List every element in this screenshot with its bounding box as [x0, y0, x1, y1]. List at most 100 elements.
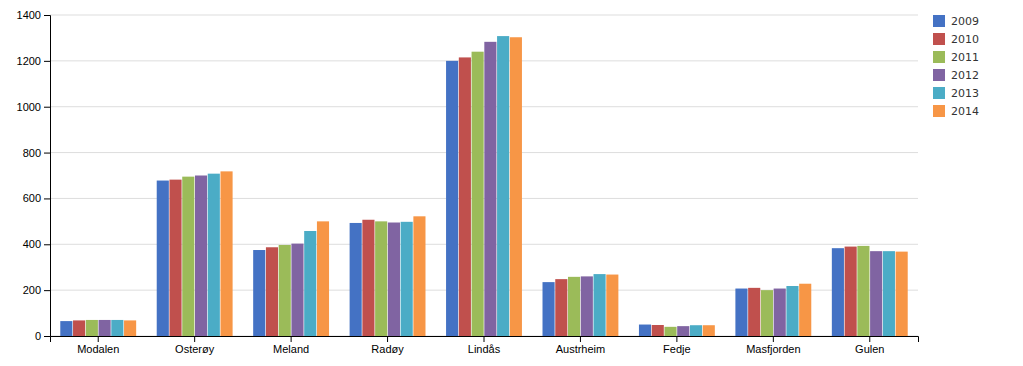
series	[111, 36, 895, 336]
tick-mark	[44, 198, 50, 199]
bar	[169, 180, 181, 336]
tick: 600	[23, 192, 50, 204]
bar	[497, 36, 509, 336]
tick: 1400	[17, 9, 50, 21]
grid-line	[50, 152, 918, 153]
tick-mark	[484, 336, 485, 342]
bar	[388, 223, 400, 336]
axis-line	[51, 337, 919, 343]
bar	[220, 171, 232, 336]
tick-mark	[44, 290, 50, 291]
tick-label: Meland	[273, 343, 309, 355]
bar	[182, 177, 194, 336]
tick: Gulen	[855, 336, 884, 355]
tick: Masfjorden	[746, 336, 800, 355]
bar	[677, 326, 689, 336]
bar	[446, 61, 458, 336]
tick: 200	[23, 284, 50, 296]
legend-item: 2010	[933, 33, 979, 46]
bar	[639, 325, 651, 336]
bar	[279, 245, 291, 336]
tick-label: 0	[35, 330, 41, 342]
legend-label: 2009	[951, 15, 979, 28]
bar	[266, 247, 278, 336]
bar	[253, 250, 265, 336]
tick-label: 1200	[17, 55, 41, 67]
bar	[896, 252, 908, 336]
tick-mark	[44, 61, 50, 62]
bar	[99, 320, 111, 336]
legend-swatch	[933, 87, 945, 99]
axis-line	[44, 16, 51, 337]
bar	[799, 284, 811, 336]
tick-label: Osterøy	[175, 343, 215, 355]
bar	[484, 42, 496, 336]
tick-mark	[44, 336, 50, 337]
bar	[581, 276, 593, 336]
bar	[362, 220, 374, 336]
tick-mark	[44, 15, 50, 16]
legend-label: 2014	[951, 105, 979, 118]
tick-label: 1400	[17, 9, 41, 21]
legend-label: 2010	[951, 33, 979, 46]
legend-swatch	[933, 69, 945, 81]
legend-swatch	[933, 33, 945, 45]
bar	[317, 221, 329, 336]
bar	[157, 181, 169, 336]
tick-label: Fedje	[663, 343, 691, 355]
bar	[459, 57, 471, 336]
bar	[870, 251, 882, 336]
legend-item: 2009	[933, 15, 979, 28]
bar	[543, 282, 555, 336]
tick-mark	[773, 336, 774, 342]
tick-mark	[194, 336, 195, 342]
bar	[208, 174, 220, 336]
grid-line	[50, 15, 918, 16]
grid	[50, 15, 918, 336]
tick-label: Radøy	[371, 343, 404, 355]
tick-label: 600	[23, 192, 41, 204]
legend-item: 2014	[933, 105, 979, 118]
bar	[401, 222, 413, 336]
series	[124, 37, 908, 336]
tick-mark	[291, 336, 292, 342]
chart: ModalenOsterøyMelandRadøyLindåsAustrheim…	[0, 0, 1023, 366]
legend-item: 2012	[933, 69, 979, 82]
tick-mark	[869, 336, 870, 342]
legend-swatch	[933, 105, 945, 117]
legend-item: 2013	[933, 87, 979, 100]
tick-label: 800	[23, 147, 41, 159]
bar	[291, 244, 303, 336]
tick: 400	[23, 238, 50, 250]
bar	[568, 277, 580, 336]
legend-label: 2011	[951, 51, 979, 64]
bar	[350, 223, 362, 336]
tick: Meland	[273, 336, 309, 355]
tick-label: Gulen	[855, 343, 884, 355]
grid-line	[50, 60, 918, 61]
bar	[832, 248, 844, 336]
tick-label: 200	[23, 284, 41, 296]
tick: Osterøy	[175, 336, 215, 355]
tick: Austrheim	[556, 336, 606, 355]
legend: 2009 2010 2011 2012 2013 2014	[933, 15, 979, 118]
tick: Modalen	[77, 336, 119, 355]
bar	[111, 320, 123, 336]
tick-mark	[387, 336, 388, 342]
bar	[304, 231, 316, 336]
legend-swatch	[933, 15, 945, 27]
bar	[413, 216, 425, 336]
bar	[60, 321, 72, 336]
tick-mark	[44, 107, 50, 108]
bar	[86, 320, 98, 336]
bar	[748, 288, 760, 336]
bar	[652, 325, 664, 336]
tick-mark	[44, 153, 50, 154]
bar	[510, 37, 522, 336]
series	[73, 57, 857, 336]
bar	[761, 290, 773, 336]
series	[99, 42, 883, 336]
tick-label: Austrheim	[556, 343, 606, 355]
bar	[735, 289, 747, 336]
bar	[664, 327, 676, 336]
